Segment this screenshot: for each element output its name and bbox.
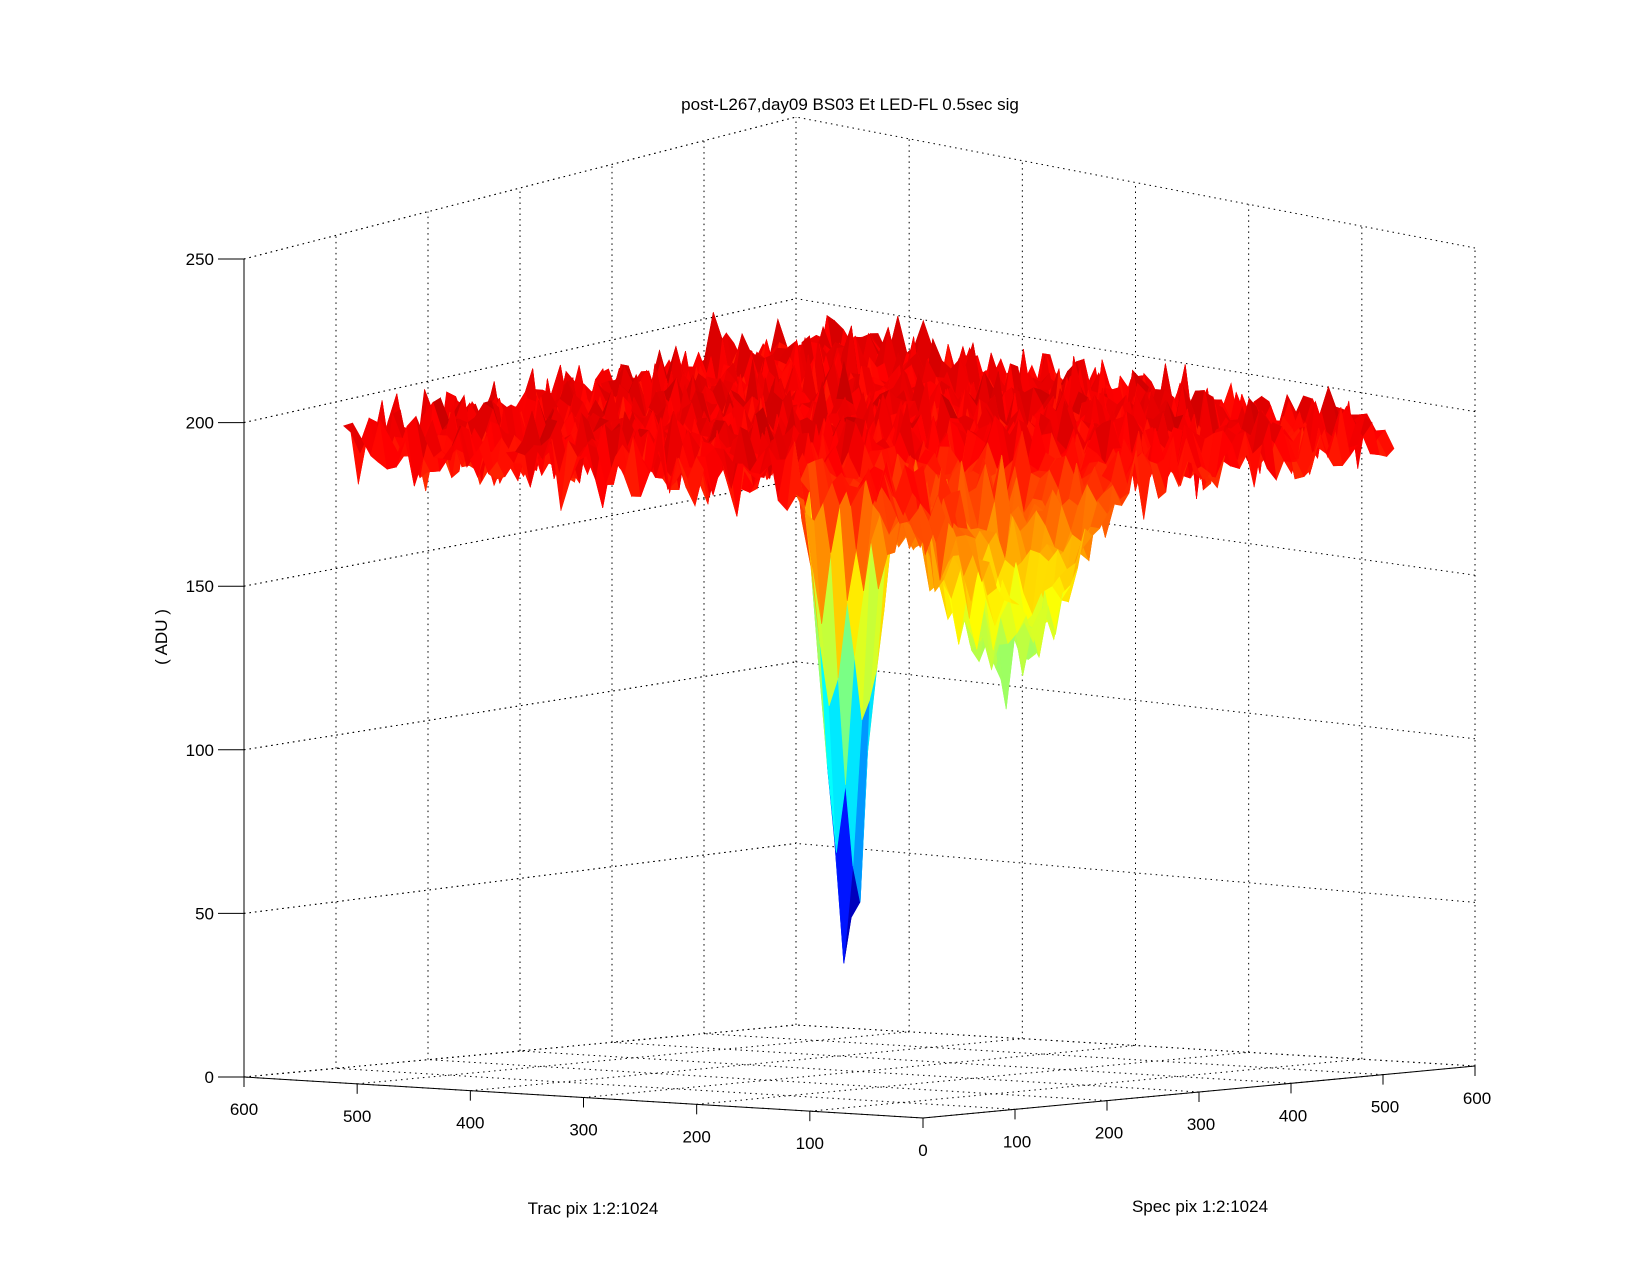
floor-grid-line — [696, 1051, 1249, 1105]
floor-grid-line — [357, 1031, 910, 1085]
back-wall-grid-line — [795, 116, 1476, 249]
back-wall-grid-line — [795, 842, 1476, 903]
x-tick-label: 200 — [1095, 1124, 1123, 1143]
z-grid-line — [243, 479, 797, 587]
surface-cell — [913, 465, 931, 517]
z-tick-label: 150 — [186, 577, 214, 596]
chart-title: post-L267,day09 BS03 Et LED-FL 0.5sec si… — [681, 95, 1019, 114]
y-tick-label: 0 — [918, 1141, 927, 1160]
surface-mesh — [343, 312, 1395, 964]
z-tick-label: 200 — [186, 414, 214, 433]
z-grid-line — [243, 116, 797, 260]
y-tick-label: 100 — [796, 1134, 824, 1153]
z-tick-label: 100 — [186, 741, 214, 760]
floor-grid-line — [427, 1059, 1108, 1102]
floor-grid-line — [470, 1038, 1023, 1092]
x-tick-label: 300 — [1187, 1115, 1215, 1134]
floor-grid-line — [519, 1050, 1200, 1093]
x-axis-label: Spec pix 1:2:1024 — [1132, 1197, 1268, 1216]
x-tick-label: 400 — [1279, 1106, 1307, 1125]
z-tick-label: 50 — [195, 904, 214, 923]
floor-grid-line — [335, 1067, 1016, 1110]
tick-labels: 100 200 300 400 500 600 0 100 200 300 400 500 600 0 50… — [186, 250, 1492, 1160]
z-axis-label: ( ADU ) — [152, 609, 171, 665]
z-tick-label: 0 — [205, 1068, 214, 1087]
z-grid-line — [243, 842, 797, 914]
floor-grid-line — [809, 1058, 1362, 1112]
x-tick-label: 100 — [1003, 1132, 1031, 1151]
back-wall-grid-line — [795, 1024, 1476, 1067]
y-tick-label: 600 — [230, 1100, 258, 1119]
floor-grid-line — [583, 1045, 1136, 1098]
y-tick-label: 200 — [682, 1127, 710, 1146]
y-tick-label: 300 — [569, 1121, 597, 1140]
z-grid-line — [243, 1024, 797, 1078]
x-tick-label: 600 — [1463, 1089, 1491, 1108]
y-tick-label: 500 — [343, 1107, 371, 1126]
y-tick-label: 400 — [456, 1114, 484, 1133]
z-grid-line — [243, 298, 797, 424]
z-tick-label: 250 — [186, 250, 214, 269]
grid-lines — [243, 116, 1476, 1119]
x-tick-label: 500 — [1371, 1098, 1399, 1117]
back-wall-grid-line — [795, 661, 1476, 740]
y-axis-label: Trac pix 1:2:1024 — [528, 1199, 659, 1218]
axes — [218, 258, 1476, 1128]
